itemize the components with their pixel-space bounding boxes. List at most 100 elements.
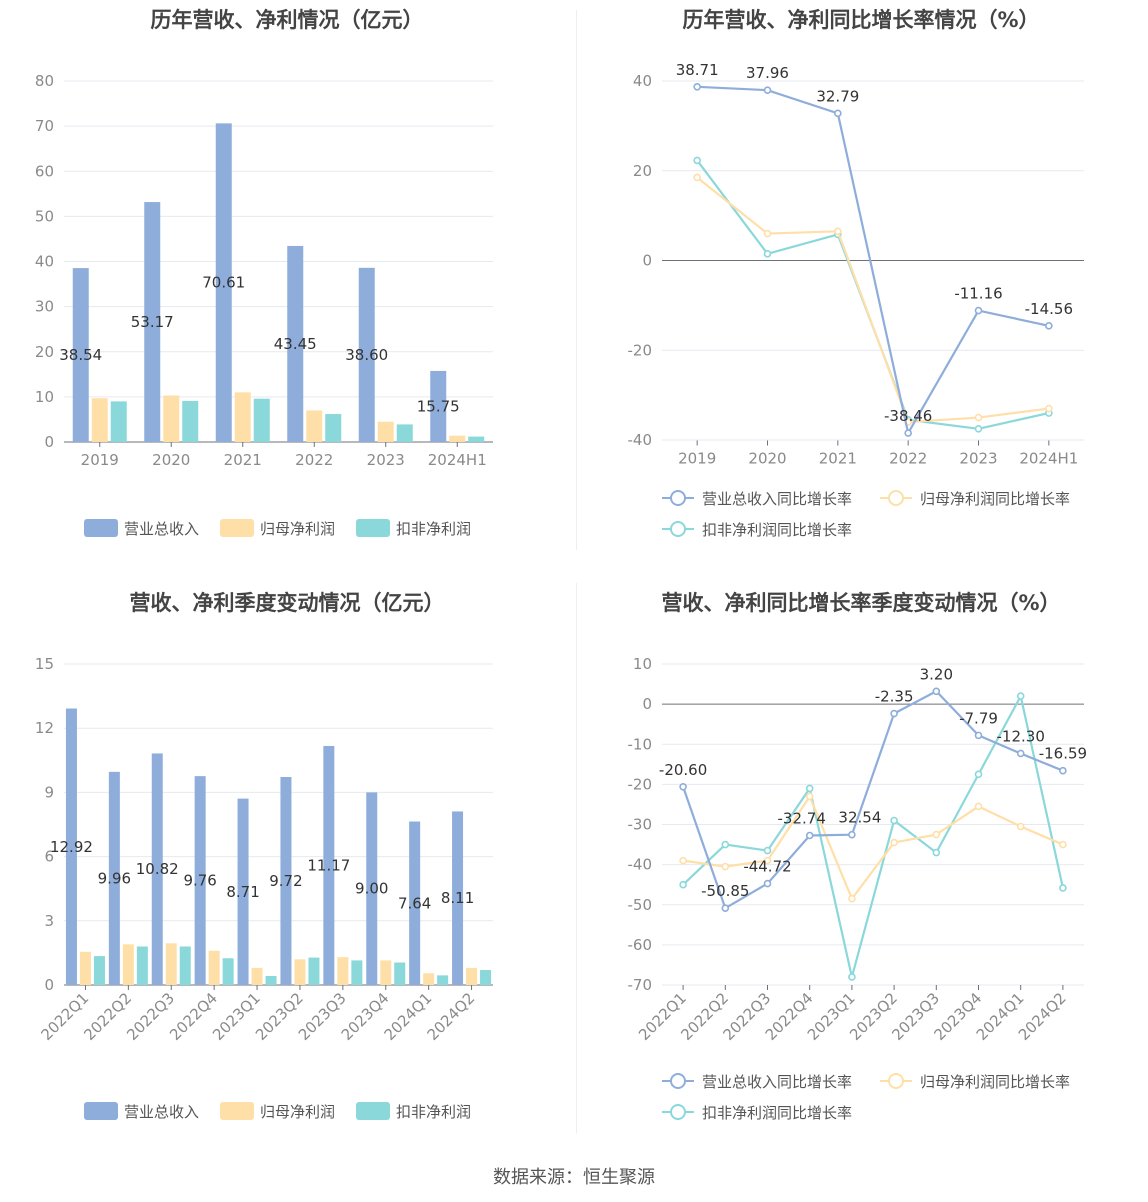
bar-deducted-profit	[222, 958, 234, 985]
legend-label: 归母净利润	[260, 520, 335, 538]
line-data-label: -12.30	[997, 727, 1045, 745]
quarterly-revenue-profit-chart: 0 3 6 9 12 15 12.92 9.96 10.829.76 8.71 9.72 11.17 9…	[35, 655, 493, 1121]
x-tick-label: 2020	[748, 450, 786, 468]
line-point	[890, 709, 898, 718]
bar-parent-profit	[91, 398, 108, 442]
legend-marker	[670, 1104, 686, 1120]
legend-swatch	[220, 519, 254, 537]
line-point	[848, 973, 856, 981]
line-point	[1059, 884, 1067, 892]
bar-parent-profit	[251, 967, 263, 985]
line-point	[848, 894, 856, 903]
legend-marker	[670, 490, 686, 506]
x-tick-label: 2020	[152, 451, 190, 469]
bar-deducted-profit	[179, 946, 191, 985]
line-point	[974, 770, 983, 779]
line-point	[679, 856, 687, 865]
bar-revenue	[430, 370, 447, 442]
legend-label: 归母净利润同比增长率	[920, 1073, 1070, 1091]
bar-data-label: 43.45	[274, 335, 317, 353]
bar-data-label: 10.82	[136, 860, 179, 878]
line-point	[721, 840, 730, 849]
x-tick-label: 2021	[224, 451, 262, 469]
line-data-label: -20.60	[659, 761, 707, 779]
bar-parent-profit	[79, 951, 91, 985]
y-tick-label: -50	[628, 896, 653, 914]
bar-parent-profit	[380, 960, 392, 985]
y-tick-label: 20	[633, 162, 652, 180]
line-data-label: 37.96	[746, 64, 789, 82]
bar-deducted-profit	[182, 400, 199, 442]
line-data-label: 3.20	[920, 665, 953, 683]
line-point	[679, 880, 687, 889]
bar-parent-profit	[466, 967, 478, 985]
bar-parent-profit	[163, 395, 180, 442]
line-point	[974, 413, 983, 422]
line-point	[763, 86, 772, 94]
divider-top	[576, 10, 577, 550]
line-point	[763, 856, 772, 865]
bar-revenue	[108, 771, 120, 985]
legend-label: 扣非净利润同比增长率	[702, 521, 852, 539]
line-point	[1016, 749, 1025, 758]
chart-title: 历年营收、净利同比增长率情况（%）	[682, 8, 1040, 32]
line-data-label: -50.85	[701, 882, 749, 900]
bar-parent-profit	[234, 392, 251, 442]
bar-revenue	[72, 268, 89, 442]
line-point	[1059, 766, 1067, 775]
y-tick-label: 10	[35, 388, 54, 406]
bar-parent-profit	[122, 944, 134, 985]
legend-label: 归母净利润	[260, 1103, 335, 1121]
bar-revenue	[144, 202, 161, 442]
line-data-label: -44.72	[743, 858, 791, 876]
quarterly-growth-panel: 营收、净利同比增长率季度变动情况（%） -70 -60 -50 -40 -30 -20 -1…	[574, 583, 1148, 1143]
line-point	[805, 831, 814, 840]
line-point	[1059, 840, 1067, 849]
legend-swatch	[84, 519, 118, 537]
x-tick-label: 2024Q2	[1015, 989, 1070, 1044]
legend-label: 扣非净利润	[396, 520, 471, 538]
y-tick-label: 12	[35, 719, 54, 737]
y-tick-label: 0	[642, 695, 652, 713]
legend-marker	[670, 1073, 686, 1089]
y-tick-label: 15	[35, 655, 54, 673]
x-tick-label: 2024Q2	[424, 989, 479, 1044]
y-tick-label: 0	[44, 976, 54, 994]
line-point	[932, 830, 941, 839]
line-point	[904, 429, 912, 437]
y-tick-label: 9	[44, 783, 54, 801]
chart-title: 营收、净利同比增长率季度变动情况（%）	[661, 591, 1061, 615]
line-data-label: 38.71	[676, 61, 719, 79]
line-data-label: -14.56	[1025, 300, 1073, 318]
bar-parent-profit	[208, 950, 220, 985]
bar-parent-profit	[377, 421, 394, 442]
annual-revenue-profit-chart: 0 10 20 30 40 50 60 70 80 38.54 53.17 70.61 43.45 38.…	[35, 72, 493, 538]
bar-parent-profit	[449, 435, 466, 442]
legend-swatch	[220, 1102, 254, 1120]
bar-parent-profit	[423, 973, 435, 985]
line-point	[721, 904, 730, 912]
y-tick-label: 70	[35, 117, 54, 135]
line-point	[805, 792, 814, 801]
chart-title: 历年营收、净利情况（亿元）	[150, 8, 424, 32]
bar-revenue	[323, 745, 335, 985]
line-data-label: -11.16	[954, 285, 1002, 303]
line-point	[763, 229, 772, 238]
bar-data-label: 70.61	[202, 274, 245, 292]
line-point	[848, 830, 856, 839]
y-tick-label: -20	[628, 341, 653, 359]
line-point	[974, 424, 983, 433]
bar-data-label: 38.54	[59, 346, 102, 364]
x-tick-label: 2024H1	[1019, 450, 1078, 468]
line-point	[974, 802, 983, 811]
legend-label: 扣非净利润	[396, 1103, 471, 1121]
x-tick-label: 2022	[889, 450, 927, 468]
bar-parent-profit	[337, 957, 349, 985]
line-point	[834, 109, 842, 118]
bar-parent-profit	[165, 943, 177, 985]
bar-data-label: 53.17	[131, 313, 174, 331]
bar-data-label: 8.11	[441, 889, 474, 907]
y-tick-label: 10	[633, 655, 652, 673]
line-point	[763, 249, 772, 258]
y-tick-label: -70	[628, 976, 653, 994]
